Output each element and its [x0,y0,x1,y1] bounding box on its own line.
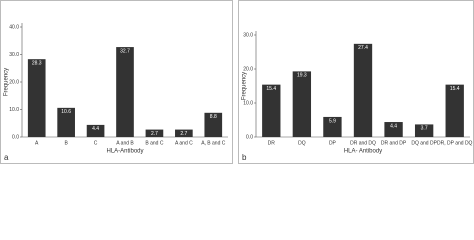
bar [445,84,464,137]
value-label: 4.4 [390,123,397,129]
bar [204,112,223,137]
x-tick-label: DR and DQ [350,140,376,146]
value-label: 3.7 [421,126,428,132]
value-label: 5.9 [329,118,336,124]
y-tick-label: 0.0 [246,134,253,140]
panel-label: b [242,153,247,162]
value-label: 4.4 [92,126,99,132]
y-tick-label: 20.0 [243,66,253,72]
bar [323,116,342,137]
x-tick-label: C [94,140,98,146]
bar [175,129,193,137]
bar [384,122,403,137]
x-axis-label: HLA- Antibody [344,149,382,155]
value-label: 2.7 [151,131,158,137]
x-tick-label: DR, DP and DQ [437,140,473,146]
bar [262,84,281,137]
x-tick-label: A and C [175,140,193,146]
value-label: 8.8 [210,114,217,120]
y-tick-label: 10.0 [9,107,19,113]
panel-frame [0,0,233,164]
y-tick-label: 30.0 [243,32,253,38]
value-label: 15.4 [450,86,460,92]
y-tick-label: 20.0 [9,79,19,85]
value-label: 2.7 [180,131,187,137]
x-tick-label: A and B [116,140,134,146]
x-tick-label: A [35,140,39,146]
x-tick-label: A, B and C [201,140,226,146]
y-axis-label: Frequency [242,72,248,100]
x-tick-label: B [64,140,68,146]
y-tick-label: 40.0 [9,24,19,30]
value-label: 19.3 [297,73,307,79]
bar [57,107,75,137]
x-tick-label: B and C [145,140,163,146]
bar [292,71,312,137]
x-tick-label: DQ [298,140,306,146]
x-axis-label: HLA-Antibody [106,149,143,155]
bar [414,124,434,137]
y-tick-label: 30.0 [9,52,19,58]
x-tick-label: DQ and DP [411,140,437,146]
value-label: 15.4 [266,86,276,92]
bar [353,43,373,138]
bar [86,124,105,137]
panel-label: a [4,153,9,162]
value-label: 10.6 [61,109,71,115]
y-tick-label: 0.0 [12,134,19,140]
bar [27,59,46,137]
value-label: 28.3 [32,61,42,67]
y-tick-label: 10.0 [243,100,253,106]
value-label: 27.4 [358,45,368,51]
bar [145,129,164,137]
figure: 0.0 10.0 20.0 30.0 40.0 A 28.3 B 10.6 C 4.4 A and B… [0,0,474,164]
y-axis-label: Frequency [4,68,10,96]
x-tick-label: DR [268,140,276,146]
value-label: 32.7 [120,48,130,54]
x-tick-label: DP [329,140,337,146]
x-tick-label: DR and DP [381,140,407,146]
bar [116,47,134,138]
